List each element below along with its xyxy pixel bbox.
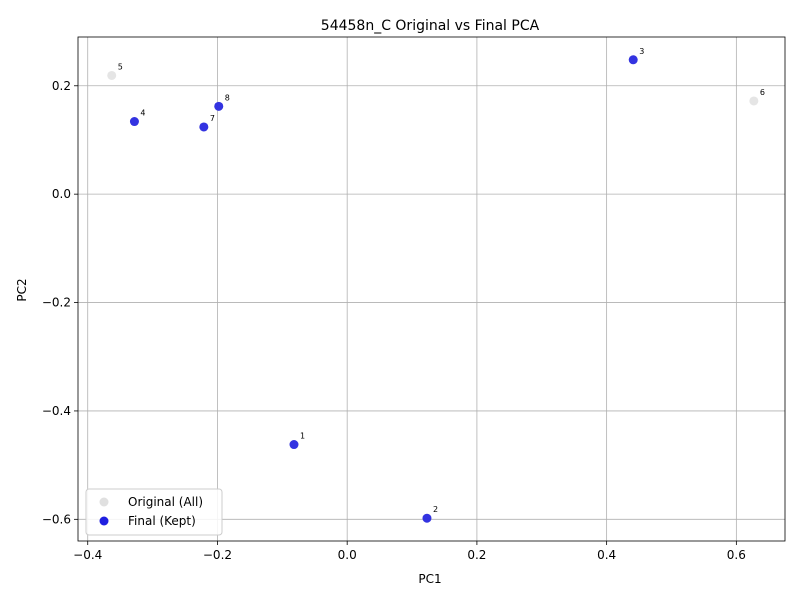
y-tick-label: −0.2 <box>42 296 71 310</box>
point-label-3: 3 <box>639 47 644 56</box>
plot-frame <box>77 36 786 542</box>
original-point-6 <box>749 96 759 106</box>
point-label-5: 5 <box>118 62 123 71</box>
x-tick-label: 0.2 <box>467 548 486 562</box>
axes: −0.4 −0.2 0.0 0.2 0.4 0.6 −0.6 −0.4 −0.2 0.0 0.2 <box>42 36 786 562</box>
final-point-3 <box>628 55 638 65</box>
x-tick-label: −0.4 <box>73 548 102 562</box>
legend-entry-1: Final (Kept) <box>128 514 196 528</box>
point-label-6: 6 <box>760 88 765 97</box>
final-point-4 <box>129 117 139 127</box>
point-label-2: 2 <box>433 505 438 514</box>
y-tick-label: −0.6 <box>42 512 71 526</box>
x-tick-label: 0.4 <box>597 548 616 562</box>
final-point-7 <box>199 122 209 132</box>
y-tick-label: 0.2 <box>52 79 71 93</box>
x-tick-label: 0.6 <box>727 548 746 562</box>
final-point-8 <box>214 101 224 111</box>
legend-marker-1 <box>99 516 109 526</box>
point-labels: 1 2 3 4 5 6 7 8 <box>118 47 765 514</box>
final-point-1 <box>289 440 299 450</box>
point-label-1: 1 <box>300 432 305 441</box>
legend-box <box>85 488 223 536</box>
point-label-7: 7 <box>210 114 215 123</box>
point-label-4: 4 <box>140 109 145 118</box>
final-point-2 <box>422 513 432 523</box>
final-series <box>129 55 638 523</box>
legend: Original (All) Final (Kept) <box>85 488 223 536</box>
x-tick-label: 0.0 <box>338 548 357 562</box>
chart-title: 54458n_C Original vs Final PCA <box>321 18 540 34</box>
y-tick-label: −0.4 <box>42 404 71 418</box>
x-tick-label: −0.2 <box>203 548 232 562</box>
grid <box>78 37 785 541</box>
point-label-8: 8 <box>225 93 230 102</box>
x-axis-label: PC1 <box>418 572 441 586</box>
original-point-5 <box>107 70 117 80</box>
y-tick-label: 0.0 <box>52 187 71 201</box>
y-axis-label: PC2 <box>15 278 29 301</box>
legend-entry-0: Original (All) <box>128 495 203 509</box>
legend-marker-0 <box>99 497 109 507</box>
